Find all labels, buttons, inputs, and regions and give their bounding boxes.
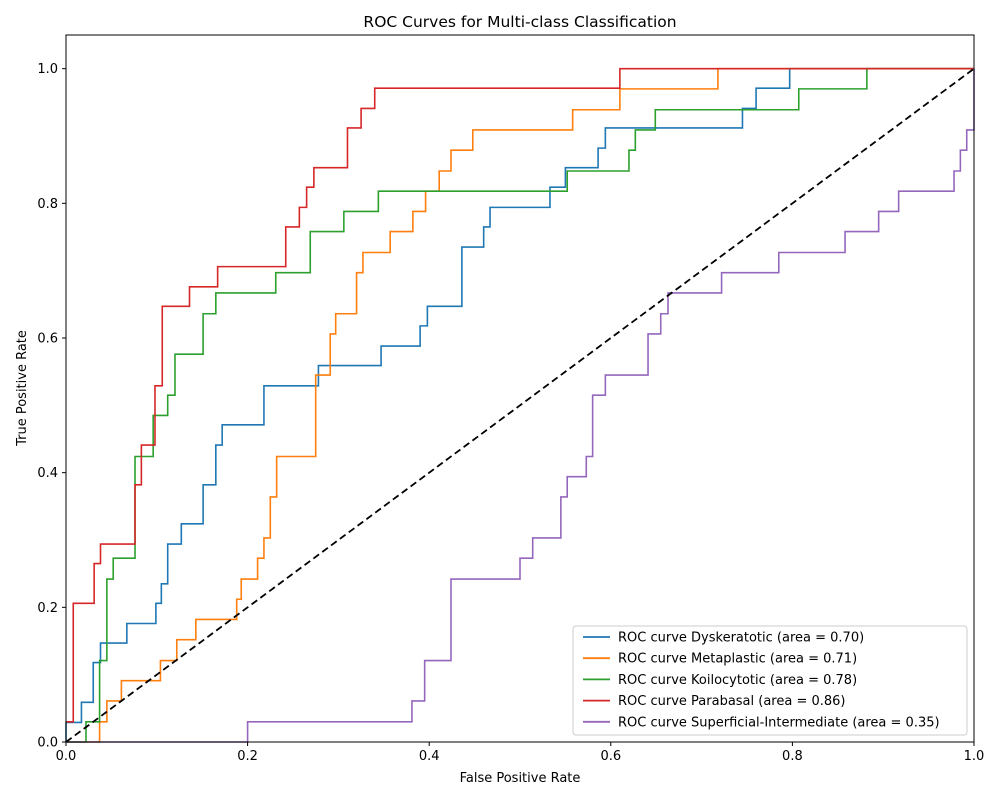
plot-frame: [65, 34, 975, 743]
y-tick-label: 0.2: [37, 601, 58, 616]
chart-title: ROC Curves for Multi-class Classificatio…: [363, 13, 676, 31]
x-tick-label: 0.6: [600, 749, 621, 764]
legend-label: ROC curve Parabasal (area = 0.86): [618, 694, 846, 709]
legend-label: ROC curve Dyskeratotic (area = 0.70): [618, 631, 864, 646]
y-tick-label: 0.8: [37, 197, 58, 212]
x-tick-label: 0.2: [237, 749, 258, 764]
legend: ROC curve Dyskeratotic (area = 0.70) ROC …: [572, 625, 968, 736]
x-axis: 0.0 0.2 0.4 0.6 0.8 1.0: [56, 742, 985, 764]
roc-curve-series-2: [66, 67, 974, 743]
legend-label: ROC curve Superficial-Intermediate (area…: [618, 715, 940, 730]
legend-box: [572, 625, 968, 736]
roc-curve-series-1: [66, 67, 974, 743]
x-tick-label: 0.8: [782, 749, 803, 764]
y-axis: 0.0 0.2 0.4 0.6 0.8 1.0: [37, 62, 66, 751]
legend-label: ROC curve Metaplastic (area = 0.71): [618, 652, 857, 667]
roc-curve-series-4: [66, 68, 975, 743]
y-tick-label: 0.0: [37, 736, 58, 751]
x-tick-label: 0.0: [56, 749, 77, 764]
roc-curve-series-3: [66, 67, 974, 723]
plot-area: [65, 67, 975, 743]
y-tick-label: 0.6: [37, 332, 58, 347]
y-axis-label: True Positive Rate: [15, 330, 30, 447]
y-tick-label: 1.0: [37, 62, 58, 77]
x-tick-label: 0.4: [419, 749, 440, 764]
y-tick-label: 0.4: [37, 466, 58, 481]
legend-label: ROC curve Koilocytotic (area = 0.78): [618, 673, 857, 688]
roc-curve-series-0: [65, 67, 974, 742]
chance-diagonal-line: [65, 67, 975, 743]
x-tick-label: 1.0: [964, 749, 985, 764]
x-axis-label: False Positive Rate: [460, 771, 581, 786]
